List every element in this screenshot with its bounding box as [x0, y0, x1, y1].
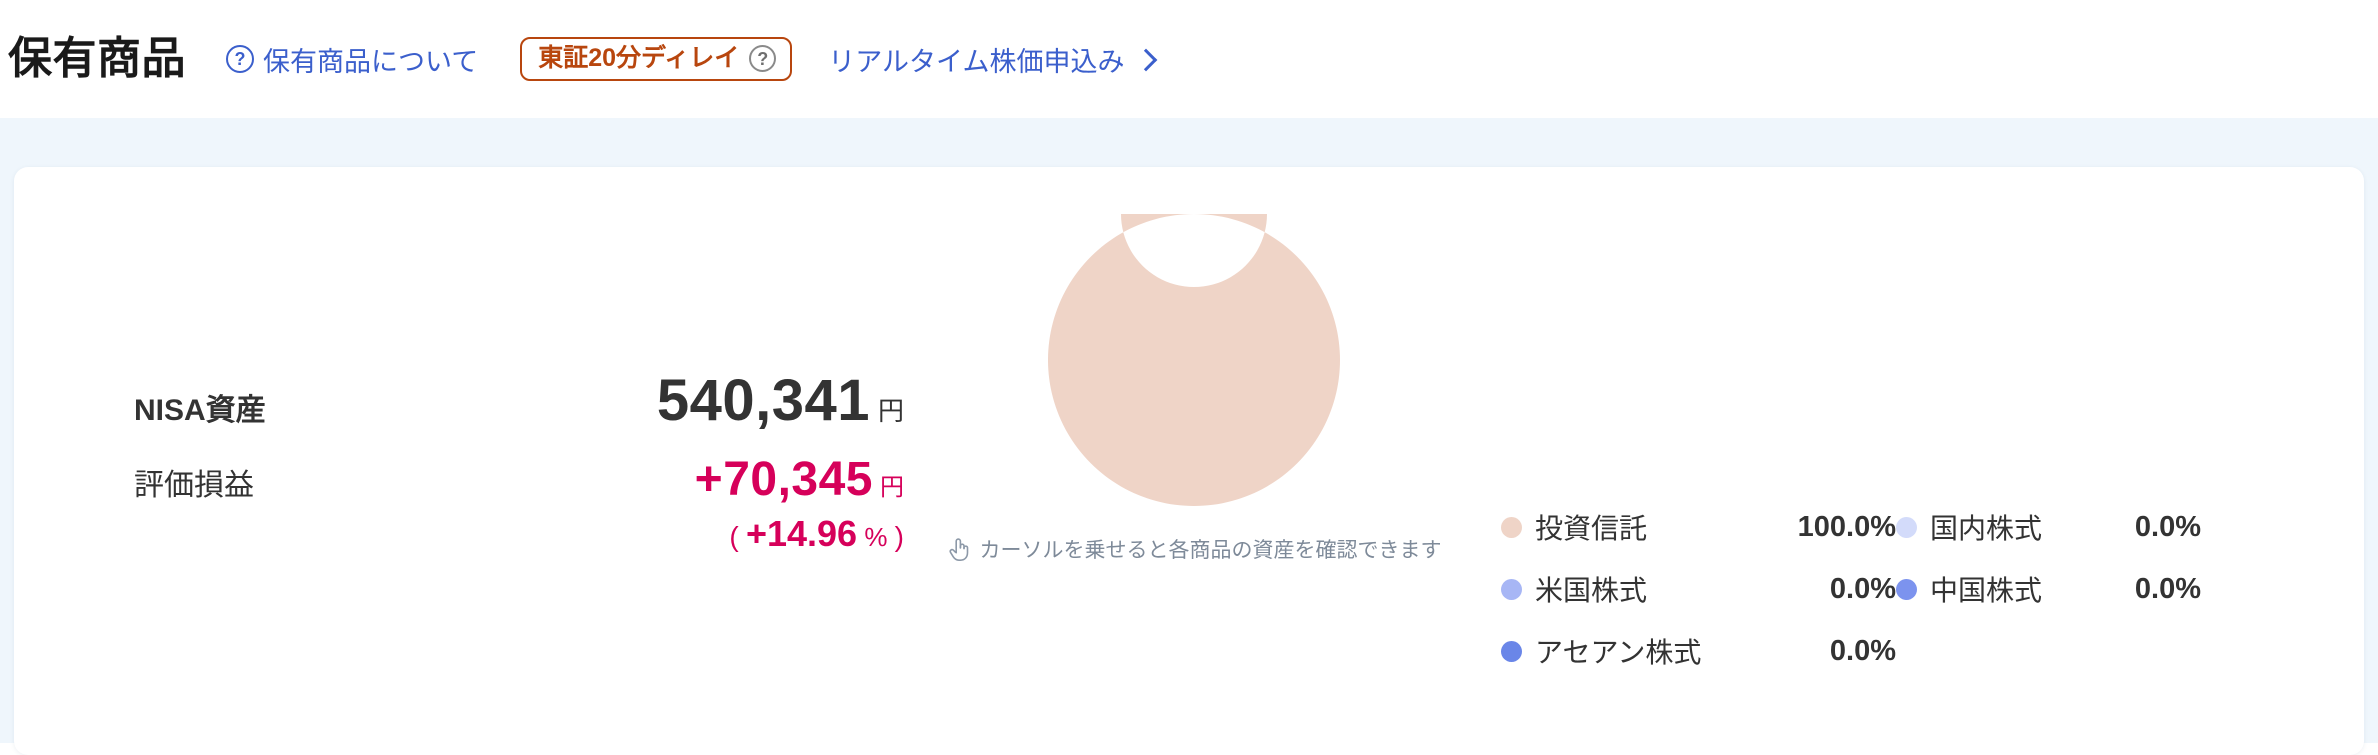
- legend-color-dot: [1501, 516, 1522, 538]
- profit-loss-unit: 円: [880, 474, 904, 501]
- profit-loss-row: 評価損益 +70,345 円 ( +14.96 % ): [134, 452, 904, 555]
- legend-item-chugoku-kabushiki[interactable]: 中国株式 0.0%: [1896, 569, 2201, 609]
- pointing-hand-icon: [947, 536, 971, 562]
- realtime-quote-apply-link[interactable]: リアルタイム株価申込み: [828, 40, 1158, 79]
- delay-badge-label: 東証20分ディレイ: [538, 44, 740, 72]
- legend-color-dot: [1896, 578, 1917, 600]
- legend-color-dot: [1501, 578, 1522, 600]
- chart-hover-caption-text: カーソルを乗せると各商品の資産を確認できます: [979, 539, 1442, 562]
- paren-close: ): [894, 521, 904, 552]
- profit-loss-amount: +70,345: [694, 453, 873, 506]
- profit-loss-label: 評価損益: [134, 469, 254, 502]
- nisa-assets-value-group: 540,341 円: [657, 367, 904, 434]
- chart-hover-caption: カーソルを乗せると各商品の資産を確認できます: [948, 534, 1442, 564]
- page-header: 保有商品 ? 保有商品について 東証20分ディレイ ? リアルタイム株価申込み: [0, 0, 2378, 118]
- nisa-assets-label: NISA資産: [134, 394, 266, 427]
- delay-badge[interactable]: 東証20分ディレイ ?: [520, 37, 793, 81]
- page-body: NISA資産 540,341 円 評価損益 +70,345 円 ( +14.96 %…: [0, 118, 2378, 755]
- profit-loss-percent: +14.96: [745, 513, 858, 554]
- legend-item-beikoku-kabushiki[interactable]: 米国株式 0.0%: [1501, 569, 1896, 609]
- delay-badge-question-icon[interactable]: ?: [749, 45, 777, 72]
- page-title: 保有商品: [8, 34, 186, 83]
- legend-item-label: 中国株式: [1930, 575, 2043, 606]
- paren-open: (: [729, 521, 739, 552]
- legend-item-value: 0.0%: [1829, 572, 1896, 605]
- holdings-help-link[interactable]: ? 保有商品について: [226, 40, 478, 79]
- legend-item-value: 0.0%: [1829, 634, 1896, 667]
- legend-item-label: 投資信託: [1535, 513, 1648, 544]
- profit-loss-percent-unit: %: [864, 522, 888, 552]
- summary-figures: NISA資産 540,341 円 評価損益 +70,345 円 ( +14.96 %…: [134, 367, 904, 555]
- legend-item-toushi-shintaku[interactable]: 投資信託 100.0%: [1501, 507, 1896, 547]
- legend-color-dot: [1501, 640, 1522, 662]
- legend-item-kokunai-kabushiki[interactable]: 国内株式 0.0%: [1896, 507, 2201, 547]
- legend-item-value: 0.0%: [2134, 572, 2201, 605]
- legend-color-dot: [1896, 516, 1917, 538]
- chevron-right-icon: [1135, 48, 1158, 72]
- realtime-quote-apply-label: リアルタイム株価申込み: [828, 46, 1125, 77]
- legend-item-label: 米国株式: [1535, 575, 1648, 606]
- asset-allocation-legend: 投資信託 100.0% 国内株式 0.0% 米国株式 0.0% 中国株式 0.0…: [1501, 507, 2201, 671]
- asset-allocation-chart: カーソルを乗せると各商品の資産を確認できます: [948, 214, 1442, 714]
- legend-item-label: アセアン株式: [1535, 637, 1702, 668]
- holdings-summary-card: NISA資産 540,341 円 評価損益 +70,345 円 ( +14.96 %…: [14, 167, 2364, 755]
- donut-chart-svg[interactable]: [1048, 214, 1340, 506]
- legend-item-value: 100.0%: [1797, 510, 1896, 543]
- profit-loss-amount-line: +70,345 円: [695, 452, 904, 507]
- legend-item-value: 0.0%: [2134, 510, 2201, 543]
- legend-item-asean-kabushiki[interactable]: アセアン株式 0.0%: [1501, 631, 1896, 671]
- nisa-assets-amount: 540,341: [656, 368, 870, 433]
- nisa-assets-unit: 円: [877, 396, 904, 426]
- donut-slice[interactable]: [1048, 214, 1340, 506]
- holdings-help-link-label: 保有商品について: [263, 46, 479, 77]
- legend-item-label: 国内株式: [1930, 513, 2043, 544]
- profit-loss-percent-line: ( +14.96 % ): [695, 513, 904, 555]
- profit-loss-value-group: +70,345 円 ( +14.96 % ): [695, 452, 904, 555]
- nisa-assets-row: NISA資産 540,341 円: [134, 367, 904, 434]
- donut-chart[interactable]: [1048, 214, 1340, 506]
- question-mark-icon: ?: [226, 45, 254, 73]
